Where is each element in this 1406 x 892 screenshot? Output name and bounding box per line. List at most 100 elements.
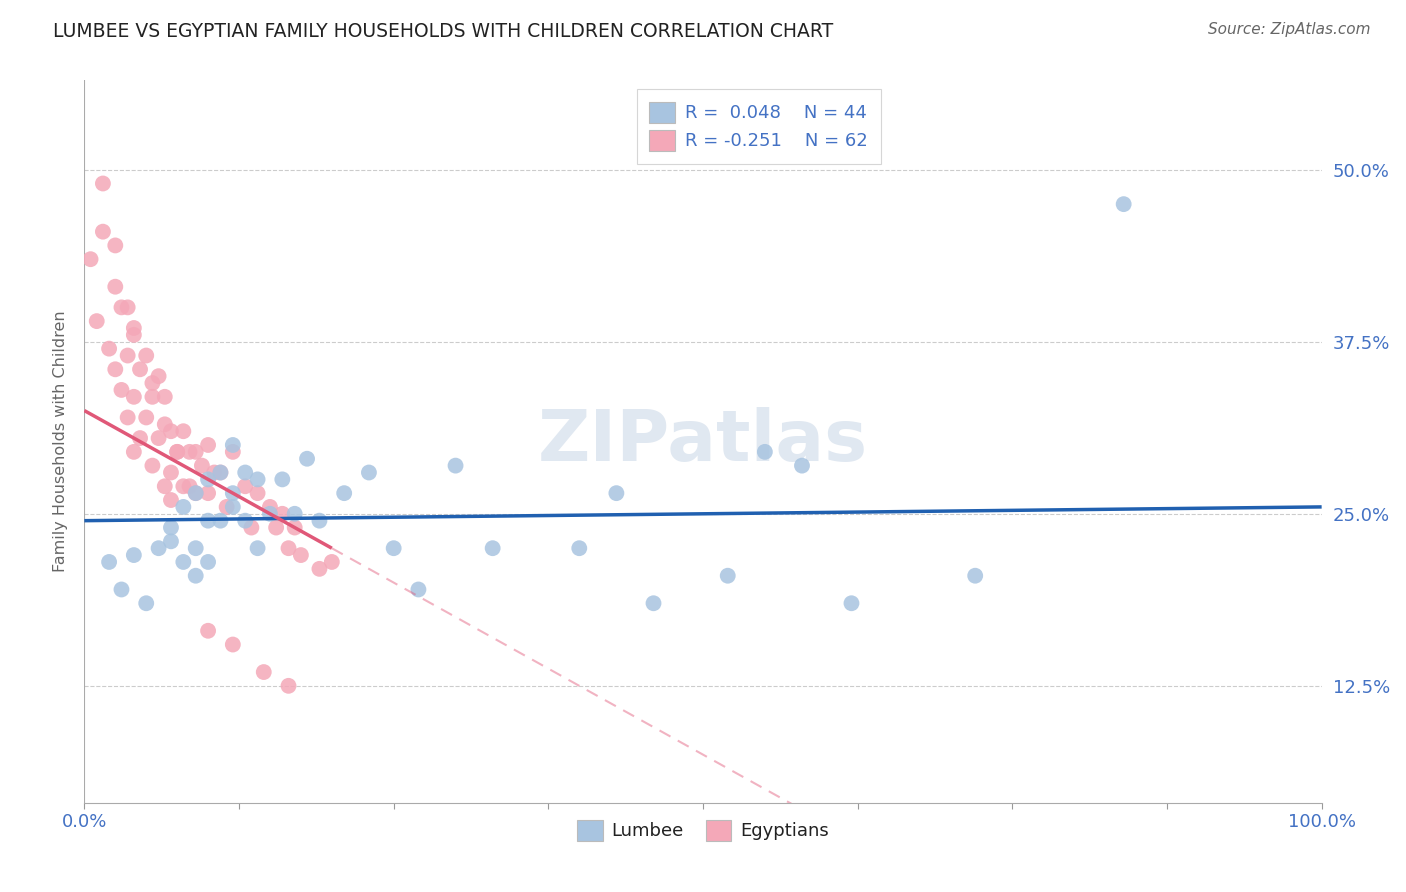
Point bbox=[166, 445, 188, 459]
Point bbox=[135, 349, 157, 363]
Point bbox=[160, 493, 183, 508]
Point bbox=[160, 466, 183, 480]
Point bbox=[110, 582, 132, 597]
Point bbox=[148, 541, 170, 556]
Point bbox=[141, 458, 163, 473]
Point bbox=[264, 520, 287, 534]
Point bbox=[79, 252, 101, 267]
Point bbox=[271, 507, 294, 521]
Point bbox=[148, 369, 170, 384]
Point bbox=[172, 424, 194, 438]
Point bbox=[233, 514, 256, 528]
Point bbox=[841, 596, 863, 610]
Point bbox=[160, 520, 183, 534]
Point bbox=[117, 349, 139, 363]
Point bbox=[184, 486, 207, 500]
Point bbox=[222, 638, 245, 652]
Point bbox=[246, 486, 269, 500]
Point bbox=[284, 507, 307, 521]
Point bbox=[197, 624, 219, 638]
Point bbox=[184, 541, 207, 556]
Point bbox=[209, 466, 232, 480]
Point bbox=[321, 555, 343, 569]
Point bbox=[135, 410, 157, 425]
Point bbox=[129, 362, 152, 376]
Point bbox=[160, 424, 183, 438]
Y-axis label: Family Households with Children: Family Households with Children bbox=[53, 310, 69, 573]
Point bbox=[129, 431, 152, 445]
Point bbox=[197, 486, 219, 500]
Point bbox=[222, 438, 245, 452]
Text: LUMBEE VS EGYPTIAN FAMILY HOUSEHOLDS WITH CHILDREN CORRELATION CHART: LUMBEE VS EGYPTIAN FAMILY HOUSEHOLDS WIT… bbox=[53, 22, 834, 41]
Point bbox=[110, 383, 132, 397]
Point bbox=[184, 486, 207, 500]
Point bbox=[259, 507, 281, 521]
Point bbox=[172, 479, 194, 493]
Point bbox=[98, 342, 121, 356]
Point bbox=[122, 327, 145, 342]
Point bbox=[209, 514, 232, 528]
Point bbox=[98, 555, 121, 569]
Point bbox=[172, 555, 194, 569]
Point bbox=[122, 445, 145, 459]
Point bbox=[104, 279, 127, 293]
Point bbox=[222, 445, 245, 459]
Point bbox=[160, 534, 183, 549]
Point bbox=[104, 362, 127, 376]
Point bbox=[246, 541, 269, 556]
Point bbox=[308, 514, 330, 528]
Point bbox=[91, 225, 114, 239]
Point bbox=[605, 486, 627, 500]
Point bbox=[717, 568, 740, 582]
Point bbox=[197, 555, 219, 569]
Point bbox=[117, 410, 139, 425]
Point bbox=[233, 479, 256, 493]
Point bbox=[295, 451, 318, 466]
Point bbox=[277, 541, 299, 556]
Point bbox=[148, 431, 170, 445]
Point bbox=[481, 541, 503, 556]
Point bbox=[308, 562, 330, 576]
Point bbox=[184, 568, 207, 582]
Point bbox=[408, 582, 430, 597]
Point bbox=[568, 541, 591, 556]
Point bbox=[184, 445, 207, 459]
Legend: Lumbee, Egyptians: Lumbee, Egyptians bbox=[571, 813, 835, 848]
Point bbox=[1112, 197, 1135, 211]
Point bbox=[259, 500, 281, 514]
Point bbox=[197, 438, 219, 452]
Point bbox=[357, 466, 380, 480]
Point bbox=[141, 390, 163, 404]
Point bbox=[222, 500, 245, 514]
Point bbox=[166, 445, 188, 459]
Point bbox=[290, 548, 312, 562]
Point bbox=[110, 301, 132, 315]
Point bbox=[179, 479, 201, 493]
Text: Source: ZipAtlas.com: Source: ZipAtlas.com bbox=[1208, 22, 1371, 37]
Point bbox=[240, 520, 263, 534]
Point bbox=[191, 458, 214, 473]
Point bbox=[122, 548, 145, 562]
Point bbox=[333, 486, 356, 500]
Point bbox=[277, 679, 299, 693]
Point bbox=[444, 458, 467, 473]
Point bbox=[197, 472, 219, 486]
Point bbox=[172, 500, 194, 514]
Point bbox=[754, 445, 776, 459]
Point bbox=[153, 417, 176, 432]
Point bbox=[135, 596, 157, 610]
Point bbox=[790, 458, 813, 473]
Point bbox=[965, 568, 987, 582]
Point bbox=[91, 177, 114, 191]
Point bbox=[215, 500, 238, 514]
Point bbox=[222, 486, 245, 500]
Text: ZIPatlas: ZIPatlas bbox=[538, 407, 868, 476]
Point bbox=[382, 541, 405, 556]
Point bbox=[104, 238, 127, 252]
Point bbox=[122, 390, 145, 404]
Point bbox=[141, 376, 163, 390]
Point bbox=[202, 466, 225, 480]
Point bbox=[246, 472, 269, 486]
Point bbox=[153, 390, 176, 404]
Point bbox=[284, 520, 307, 534]
